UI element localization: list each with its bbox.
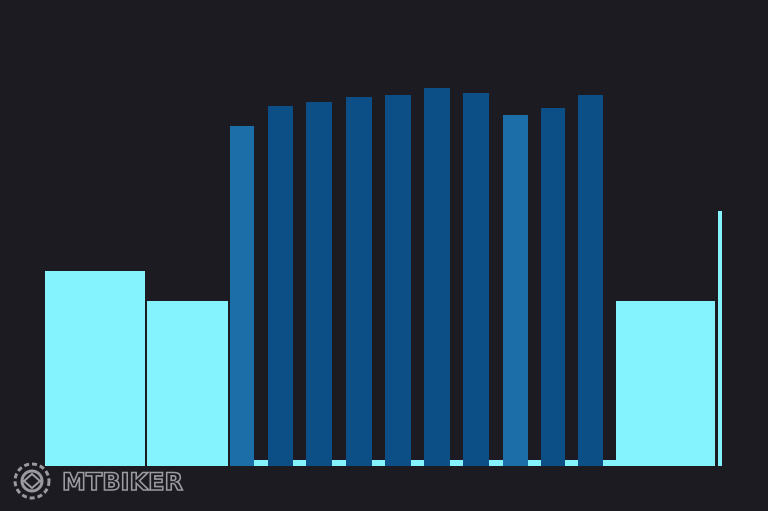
- interval-bar: [332, 460, 346, 466]
- interval-bar: [293, 460, 306, 466]
- interval-bar: [718, 211, 722, 466]
- interval-bar: [268, 106, 293, 466]
- interval-bar: [230, 126, 254, 466]
- interval-bar: [411, 460, 424, 466]
- interval-bar: [450, 460, 463, 466]
- interval-bar: [463, 93, 489, 466]
- watermark-logo: [13, 462, 51, 500]
- interval-bar: [385, 95, 411, 466]
- interval-bar: [45, 271, 145, 466]
- interval-bar: [541, 108, 565, 466]
- interval-bar: [346, 97, 372, 466]
- interval-bar: [254, 460, 268, 466]
- interval-bar: [372, 460, 385, 466]
- interval-bar: [306, 102, 332, 466]
- bars: [45, 88, 722, 466]
- interval-bar: [578, 95, 603, 466]
- interval-bar: [616, 301, 715, 466]
- interval-bar: [147, 301, 228, 466]
- interval-bar: [603, 460, 616, 466]
- interval-bar: [528, 460, 541, 466]
- interval-bar: [503, 115, 528, 466]
- watermark-text: MTBIKER: [62, 468, 183, 496]
- interval-bar: [565, 460, 578, 466]
- interval-bar: [424, 88, 450, 466]
- interval-bar: [489, 460, 503, 466]
